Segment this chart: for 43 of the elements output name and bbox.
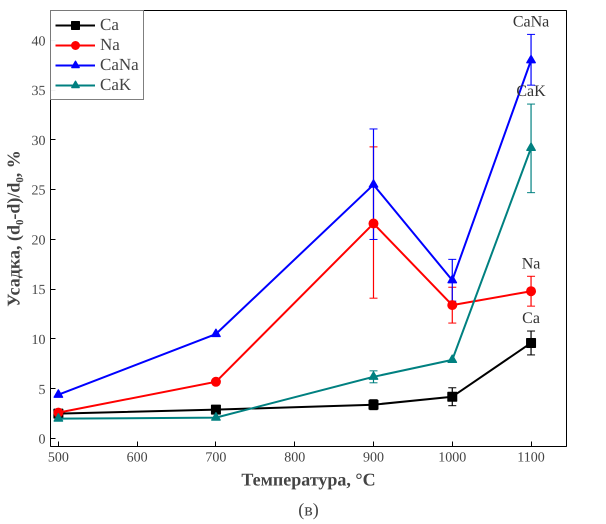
legend-label: CaK	[100, 75, 132, 95]
y-axis-title: Усадка, (d₀-d)/d₀, %	[4, 150, 24, 307]
legend-label: CaNa	[100, 55, 139, 75]
point	[447, 354, 458, 363]
y-tick-label: 10	[32, 332, 46, 348]
x-tick-label: 1000	[438, 450, 466, 466]
point	[447, 300, 458, 310]
point	[368, 218, 378, 229]
x-tick-label: 800	[284, 450, 306, 466]
point	[210, 412, 221, 421]
annotation: Ca	[522, 310, 540, 328]
legend-label: Ca	[100, 15, 120, 35]
point	[368, 179, 378, 188]
point	[210, 376, 221, 387]
point	[53, 389, 64, 398]
point	[447, 274, 458, 284]
y-tick-label: 15	[32, 283, 46, 298]
point	[210, 328, 221, 338]
point	[368, 371, 378, 380]
y-tick-label: 30	[32, 134, 46, 149]
annotation: Na	[522, 255, 540, 272]
x-tick-label: 600	[126, 450, 148, 466]
x-tick-label: 700	[205, 450, 226, 466]
y-tick-label: 40	[32, 34, 46, 50]
y-tick-label: 35	[32, 84, 46, 100]
y-tick-label: 0	[38, 432, 46, 448]
point	[447, 392, 458, 402]
y-tick-label: 5	[38, 382, 46, 398]
point	[53, 412, 64, 422]
x-tick-label: 500	[48, 450, 69, 466]
point	[526, 286, 536, 296]
x-tick-label: 900	[362, 450, 384, 466]
annotation: CaNa	[512, 13, 550, 30]
text: (в)	[298, 500, 319, 520]
point	[526, 54, 536, 64]
y-tick-label: 20	[32, 233, 46, 248]
point	[210, 404, 221, 415]
point	[526, 338, 536, 348]
x-axis-title: Температура, °C	[241, 470, 376, 490]
y-tick-label: 25	[32, 184, 46, 199]
x-tick-label: 1100	[517, 450, 545, 466]
point	[526, 142, 536, 151]
legend-label: Na	[100, 35, 120, 55]
